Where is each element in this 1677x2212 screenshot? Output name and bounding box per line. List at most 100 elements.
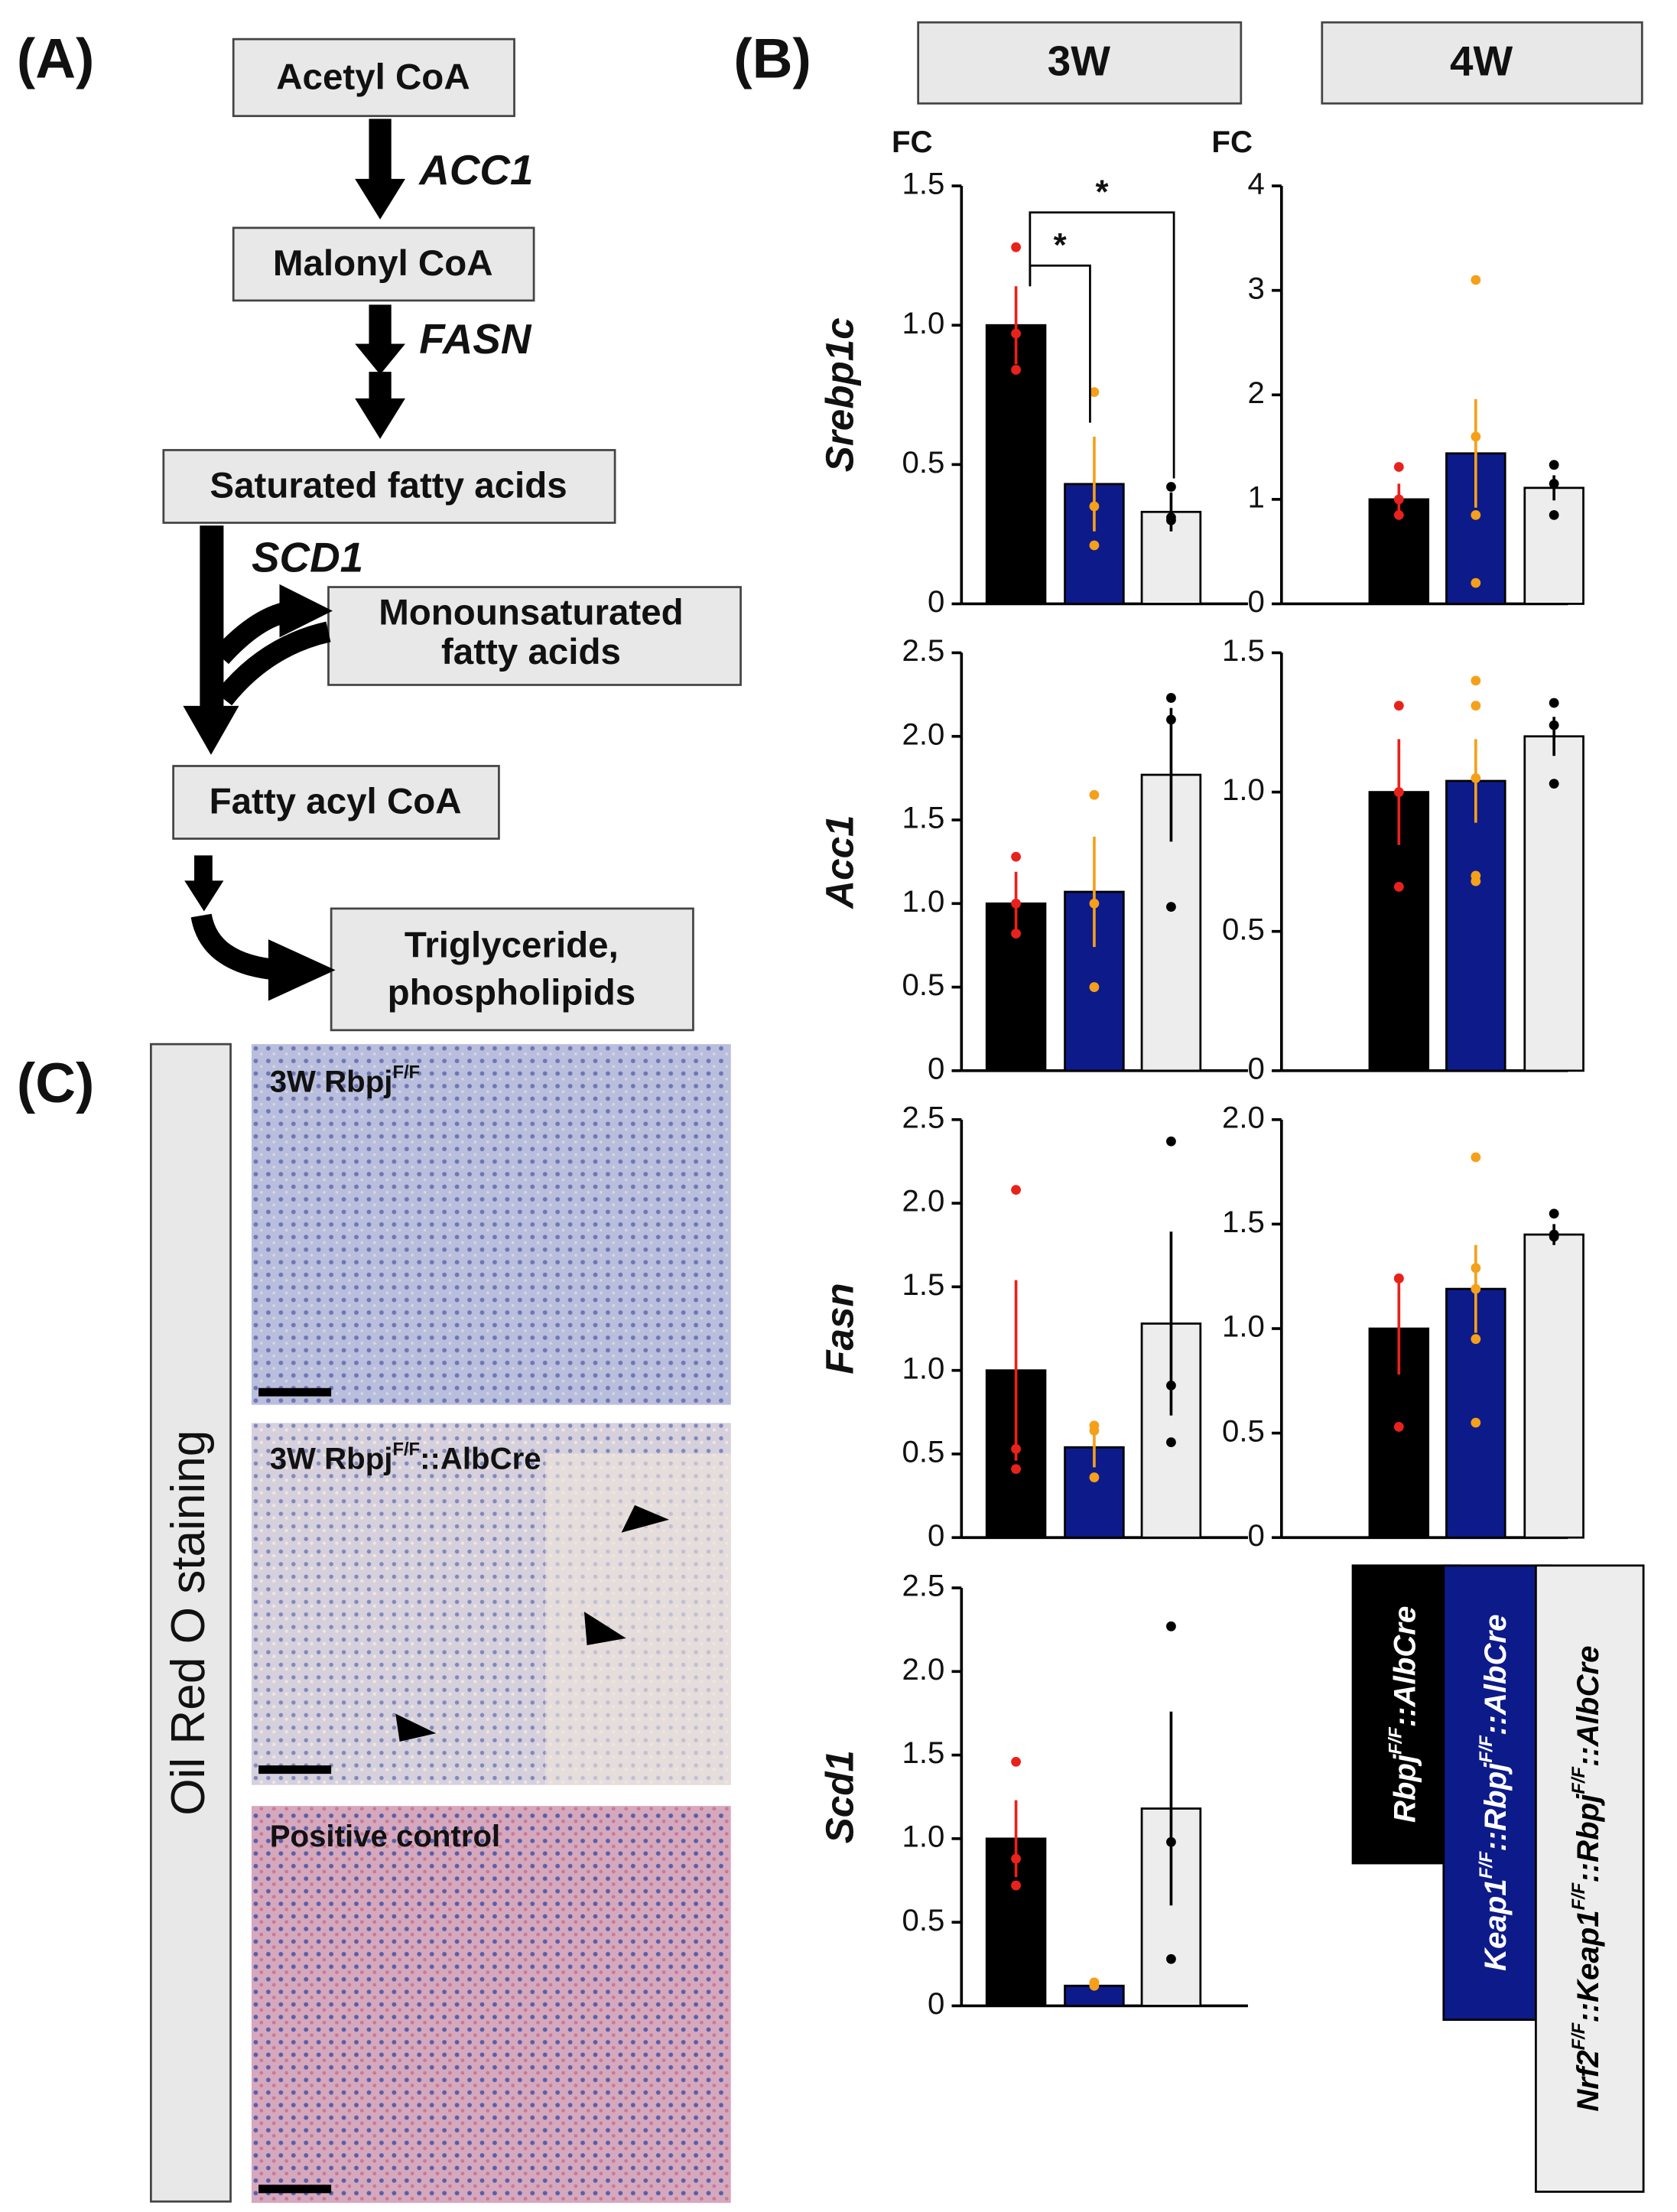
node-box (172, 765, 500, 840)
data-point (1011, 851, 1021, 862)
enzyme-label: ACC1 (418, 146, 533, 194)
enzyme-label: FASN (419, 315, 532, 363)
gene-label: Fasn (817, 1283, 861, 1374)
data-point (1166, 693, 1176, 703)
data-point (1166, 1836, 1176, 1847)
label-part: Nrf2 (1570, 2050, 1604, 2111)
superscript: F/F (1568, 2022, 1589, 2050)
node-box (327, 586, 742, 686)
arrow (279, 584, 333, 638)
arrow (215, 621, 331, 706)
y-tick-label: 2.0 (1222, 1100, 1265, 1134)
staining-label: Oil Red O staining (162, 1430, 215, 1816)
arrowhead (583, 1612, 626, 1645)
data-point (1471, 876, 1481, 886)
y-tick-label: 1.5 (902, 167, 945, 201)
y-tick-label: 1.5 (902, 1735, 945, 1770)
data-point (1166, 902, 1176, 912)
micrograph-region (544, 1453, 731, 1785)
node-label: fatty acids (441, 632, 621, 672)
superscript: F/F (1568, 1882, 1589, 1910)
data-point (1089, 501, 1100, 512)
data-point (1549, 1208, 1559, 1219)
data-point (1549, 720, 1559, 730)
arrow (355, 304, 405, 375)
data-point (1549, 460, 1559, 470)
panel-label: (A) (17, 28, 94, 90)
y-tick-label: 1.0 (902, 1351, 945, 1385)
data-point (1471, 1152, 1481, 1163)
superscript: F/F (1568, 1766, 1589, 1794)
y-tick-label: 1.5 (902, 1267, 945, 1302)
data-point (1166, 1953, 1176, 1964)
y-tick-label: 0.5 (902, 445, 945, 480)
y-tick-label: 0.5 (902, 1435, 945, 1469)
data-point (1471, 1334, 1481, 1345)
y-tick-label: 3 (1248, 271, 1265, 305)
label-part: ::Rbpj (1478, 1762, 1513, 1852)
micrograph (251, 1044, 731, 1405)
legend-label: Nrf2F/F::Keap1F/F::RbpjF/F::AlbCre (1568, 1646, 1605, 2112)
node-box (330, 907, 694, 1032)
data-point (1393, 494, 1404, 505)
superscript: F/F (1476, 1735, 1497, 1763)
micrograph-label: Positive control (270, 1819, 500, 1853)
legend-label: Keap1F/F::RbpjF/F::AlbCre (1476, 1615, 1513, 1971)
data-point (1166, 1136, 1176, 1147)
y-tick-label: 1.5 (1222, 633, 1265, 668)
pathway: Acetyl CoA Malonyl CoA Saturated fatty a… (162, 37, 742, 1032)
legend-label: RbpjF/F::AlbCre (1385, 1606, 1422, 1823)
data-point (1089, 898, 1100, 909)
legend-box (1535, 1564, 1645, 2193)
y-tick-label: 1.5 (1222, 1205, 1265, 1239)
data-point (1471, 773, 1481, 783)
micrograph-label: 3W RbpjF/F (270, 1062, 420, 1098)
arrow (355, 119, 405, 220)
data-point (1011, 1444, 1021, 1454)
y-tick-label: 4 (1248, 167, 1265, 201)
label-part: ::Rbpj (1570, 1794, 1604, 1883)
data-point (1166, 1621, 1176, 1631)
data-point (1089, 982, 1100, 992)
node-label: phospholipids (388, 973, 636, 1013)
label-part: Keap1 (1478, 1879, 1513, 1971)
label-part: Positive control (270, 1819, 500, 1853)
node-box (232, 37, 515, 118)
y-unit: FC (1211, 125, 1253, 159)
superscript: F/F (1385, 1726, 1406, 1755)
legend-box (1442, 1564, 1552, 2022)
y-tick-label: 0 (928, 1986, 944, 2021)
node-label: Monounsaturated (379, 593, 683, 633)
y-tick-label: 1.0 (1222, 1309, 1265, 1344)
data-point (1549, 779, 1559, 789)
y-tick-label: 2.5 (902, 633, 945, 668)
arrow (184, 855, 224, 912)
data-point (1011, 1185, 1021, 1195)
data-point (1011, 328, 1021, 339)
data-point (1471, 577, 1481, 588)
y-tick-label: 0 (928, 1051, 944, 1085)
node-box (232, 226, 535, 302)
data-point (1011, 365, 1021, 375)
y-tick-label: 0 (1248, 1518, 1265, 1553)
data-point (1471, 1283, 1481, 1294)
superscript: F/F (392, 1062, 420, 1082)
data-point (1011, 898, 1021, 909)
data-point (1166, 482, 1176, 492)
data-point (1089, 1425, 1100, 1436)
data-point (1089, 387, 1100, 398)
y-tick-label: 1.0 (902, 1820, 945, 1854)
bar (1523, 1233, 1584, 1539)
y-tick-label: 2.5 (902, 1100, 945, 1134)
y-tick-label: 1.5 (902, 801, 945, 835)
micrograph (251, 1806, 731, 2204)
data-point (1471, 1417, 1481, 1428)
data-point (1011, 1853, 1021, 1864)
y-tick-label: 0.5 (1222, 912, 1265, 946)
significance-bracket (1029, 211, 1175, 479)
y-unit: FC (892, 125, 933, 159)
node-label: Saturated fatty acids (210, 465, 567, 506)
y-tick-label: 2.5 (902, 1569, 945, 1603)
data-point (1471, 275, 1481, 285)
column-header-box (1321, 21, 1643, 105)
